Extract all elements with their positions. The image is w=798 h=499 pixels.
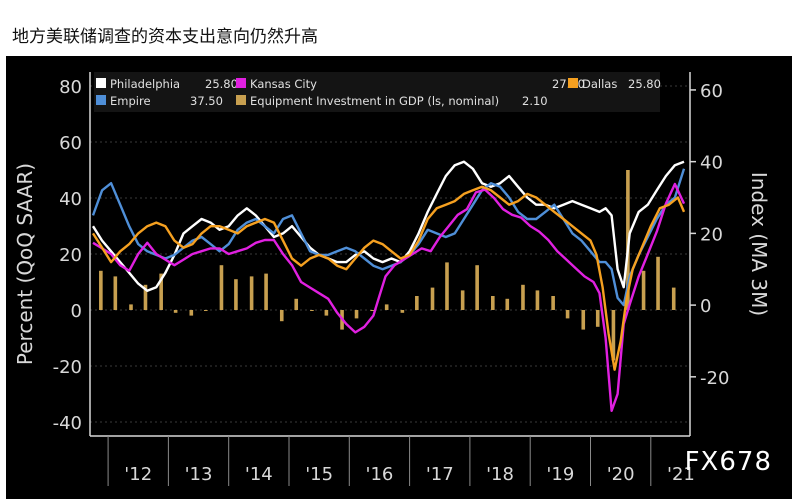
chart-panel — [6, 56, 792, 499]
x-tick-label: '21 — [667, 464, 695, 485]
legend-label: Kansas City — [250, 77, 317, 91]
bar-equipment-investment — [159, 273, 163, 310]
left-axis-title: Percent (QoQ SAAR) — [13, 163, 37, 365]
series-line-dallas — [91, 185, 686, 371]
bar-equipment-investment — [264, 273, 268, 310]
bar-equipment-investment — [310, 310, 314, 311]
bar-equipment-investment — [521, 284, 525, 310]
left-tick-label: 60 — [59, 133, 82, 154]
left-tick-label: 40 — [59, 189, 82, 210]
right-tick-label: 60 — [700, 81, 723, 102]
bar-equipment-investment — [400, 310, 405, 313]
bar-equipment-investment — [234, 279, 238, 310]
series-line-philadelphia — [91, 160, 685, 292]
right-tick-label: 20 — [700, 224, 723, 245]
bar-equipment-investment — [294, 298, 299, 310]
bar-equipment-investment — [505, 298, 510, 310]
bar-equipment-investment — [475, 265, 479, 310]
bar-equipment-investment — [671, 287, 676, 310]
bar-equipment-investment — [203, 310, 208, 311]
legend-label: Empire — [110, 94, 151, 108]
x-tick-label: '16 — [366, 464, 394, 485]
bar-equipment-investment — [430, 287, 435, 310]
legend-swatch — [96, 78, 106, 88]
bar-equipment-investment — [113, 276, 118, 310]
bar-equipment-investment — [370, 310, 375, 311]
left-tick-label: 0 — [71, 301, 82, 322]
x-tick-label: '12 — [124, 464, 152, 485]
left-tick-label: -20 — [53, 357, 82, 378]
bar-equipment-investment — [460, 290, 465, 310]
right-tick-label: -20 — [700, 368, 729, 389]
legend-label: Equipment Investment in GDP (ls, nominal… — [250, 94, 499, 108]
bar-equipment-investment — [279, 310, 284, 322]
legend-swatch — [568, 78, 578, 88]
bar-equipment-investment — [535, 290, 540, 310]
chart-title: 地方美联储调查的资本支出意向仍然升高 — [12, 27, 318, 47]
legend-swatch — [236, 95, 246, 105]
bar-equipment-investment — [129, 304, 133, 310]
legend-value: 37.50 — [190, 94, 223, 108]
right-tick-label: 0 — [700, 296, 711, 317]
bar-equipment-investment — [415, 296, 419, 310]
bar-equipment-investment — [581, 310, 586, 330]
bar-equipment-investment — [384, 304, 389, 310]
left-tick-label: 80 — [59, 77, 82, 98]
bar-equipment-investment — [641, 270, 646, 310]
bar-equipment-investment — [565, 310, 570, 319]
x-tick-label: '19 — [546, 464, 574, 485]
bar-equipment-investment — [445, 262, 449, 310]
bar-equipment-investment — [324, 310, 329, 316]
legend-swatch — [236, 78, 246, 88]
right-tick-label: 40 — [700, 153, 723, 174]
bar-equipment-investment — [611, 310, 616, 361]
legend-swatch — [96, 95, 106, 105]
bar-equipment-investment — [143, 284, 148, 310]
bar-equipment-investment — [249, 276, 254, 310]
x-tick-label: '20 — [607, 464, 635, 485]
bar-equipment-investment — [173, 310, 178, 313]
x-tick-label: '13 — [185, 464, 213, 485]
x-tick-label: '14 — [245, 464, 273, 485]
x-tick-label: '17 — [426, 464, 454, 485]
bar-equipment-investment — [99, 270, 103, 310]
bar-equipment-investment — [551, 296, 555, 310]
left-tick-label: 20 — [59, 245, 82, 266]
bar-equipment-investment — [595, 310, 600, 327]
legend-box — [94, 72, 660, 112]
bar-equipment-investment — [656, 256, 660, 310]
x-tick-label: '18 — [486, 464, 514, 485]
bar-equipment-investment — [219, 265, 224, 310]
legend-value: 25.80 — [205, 77, 238, 91]
left-tick-label: -40 — [53, 413, 82, 434]
legend-label: Dallas — [582, 77, 617, 91]
x-tick-label: '15 — [305, 464, 333, 485]
series-line-kansas-city — [92, 182, 686, 412]
watermark-text: FX678 — [684, 447, 772, 477]
bar-equipment-investment — [354, 310, 359, 319]
legend-value: 2.10 — [522, 94, 548, 108]
bar-equipment-investment — [491, 296, 495, 310]
right-axis-title: Index (MA 3M) — [747, 172, 771, 316]
legend-label: Philadelphia — [110, 77, 180, 91]
legend-value: 25.80 — [628, 77, 661, 91]
bar-equipment-investment — [189, 310, 194, 316]
